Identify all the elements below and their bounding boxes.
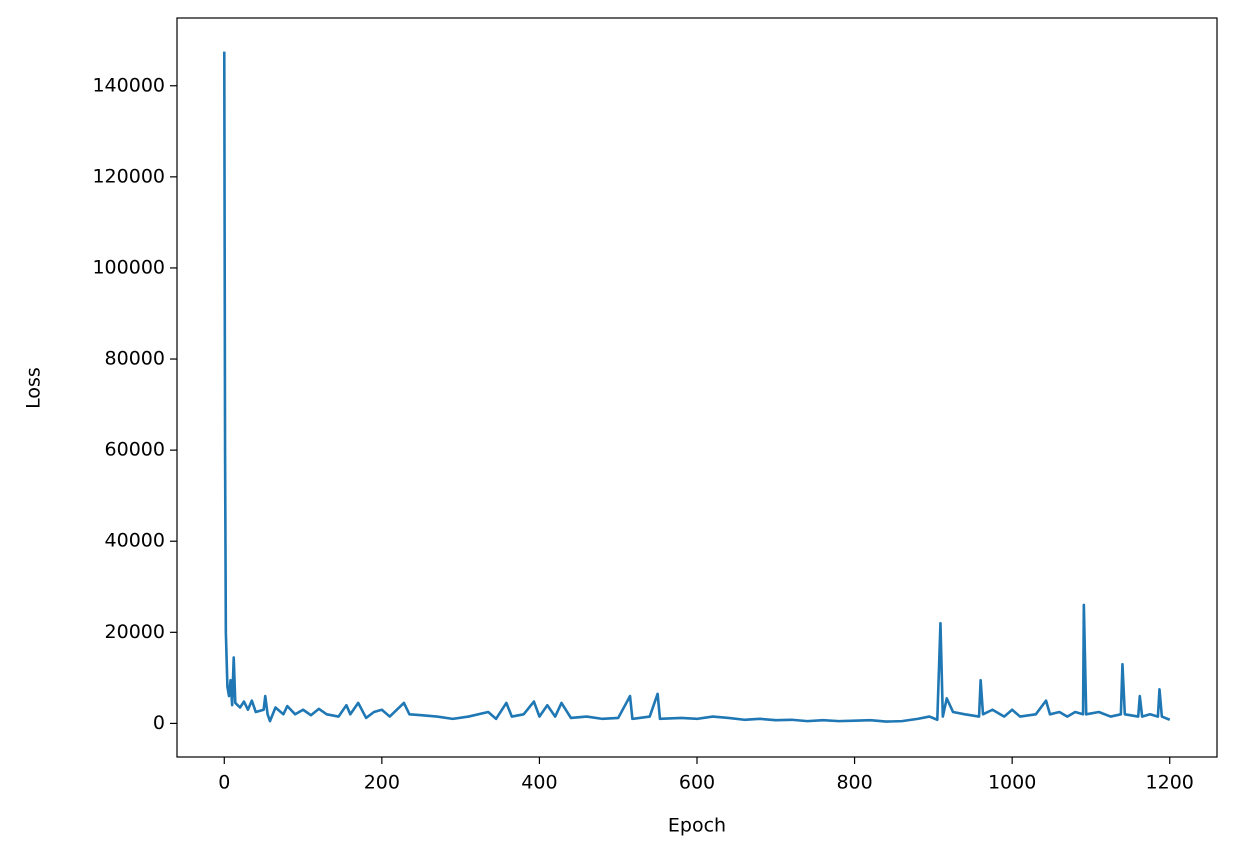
y-tick-label: 0 xyxy=(153,712,165,734)
y-tick-label: 140000 xyxy=(92,74,165,96)
loss-line xyxy=(222,51,1171,723)
x-tick-label: 400 xyxy=(521,772,557,794)
x-tick-label: 0 xyxy=(218,772,230,794)
x-tick-label: 600 xyxy=(679,772,715,794)
x-axis-label: Epoch xyxy=(668,815,726,837)
y-tick-label: 60000 xyxy=(105,439,165,461)
y-tick-label: 20000 xyxy=(105,621,165,643)
y-tick-label: 40000 xyxy=(105,530,165,552)
y-axis-label: Loss xyxy=(23,367,45,409)
plot-frame xyxy=(176,17,1218,758)
x-tick-label: 800 xyxy=(836,772,872,794)
y-tick-label: 80000 xyxy=(105,348,165,370)
x-tick-label: 1200 xyxy=(1146,772,1194,794)
y-tick-label: 120000 xyxy=(92,165,165,187)
x-tick-label: 1000 xyxy=(988,772,1036,794)
y-tick-label: 100000 xyxy=(92,256,165,278)
x-tick-label: 200 xyxy=(364,772,400,794)
